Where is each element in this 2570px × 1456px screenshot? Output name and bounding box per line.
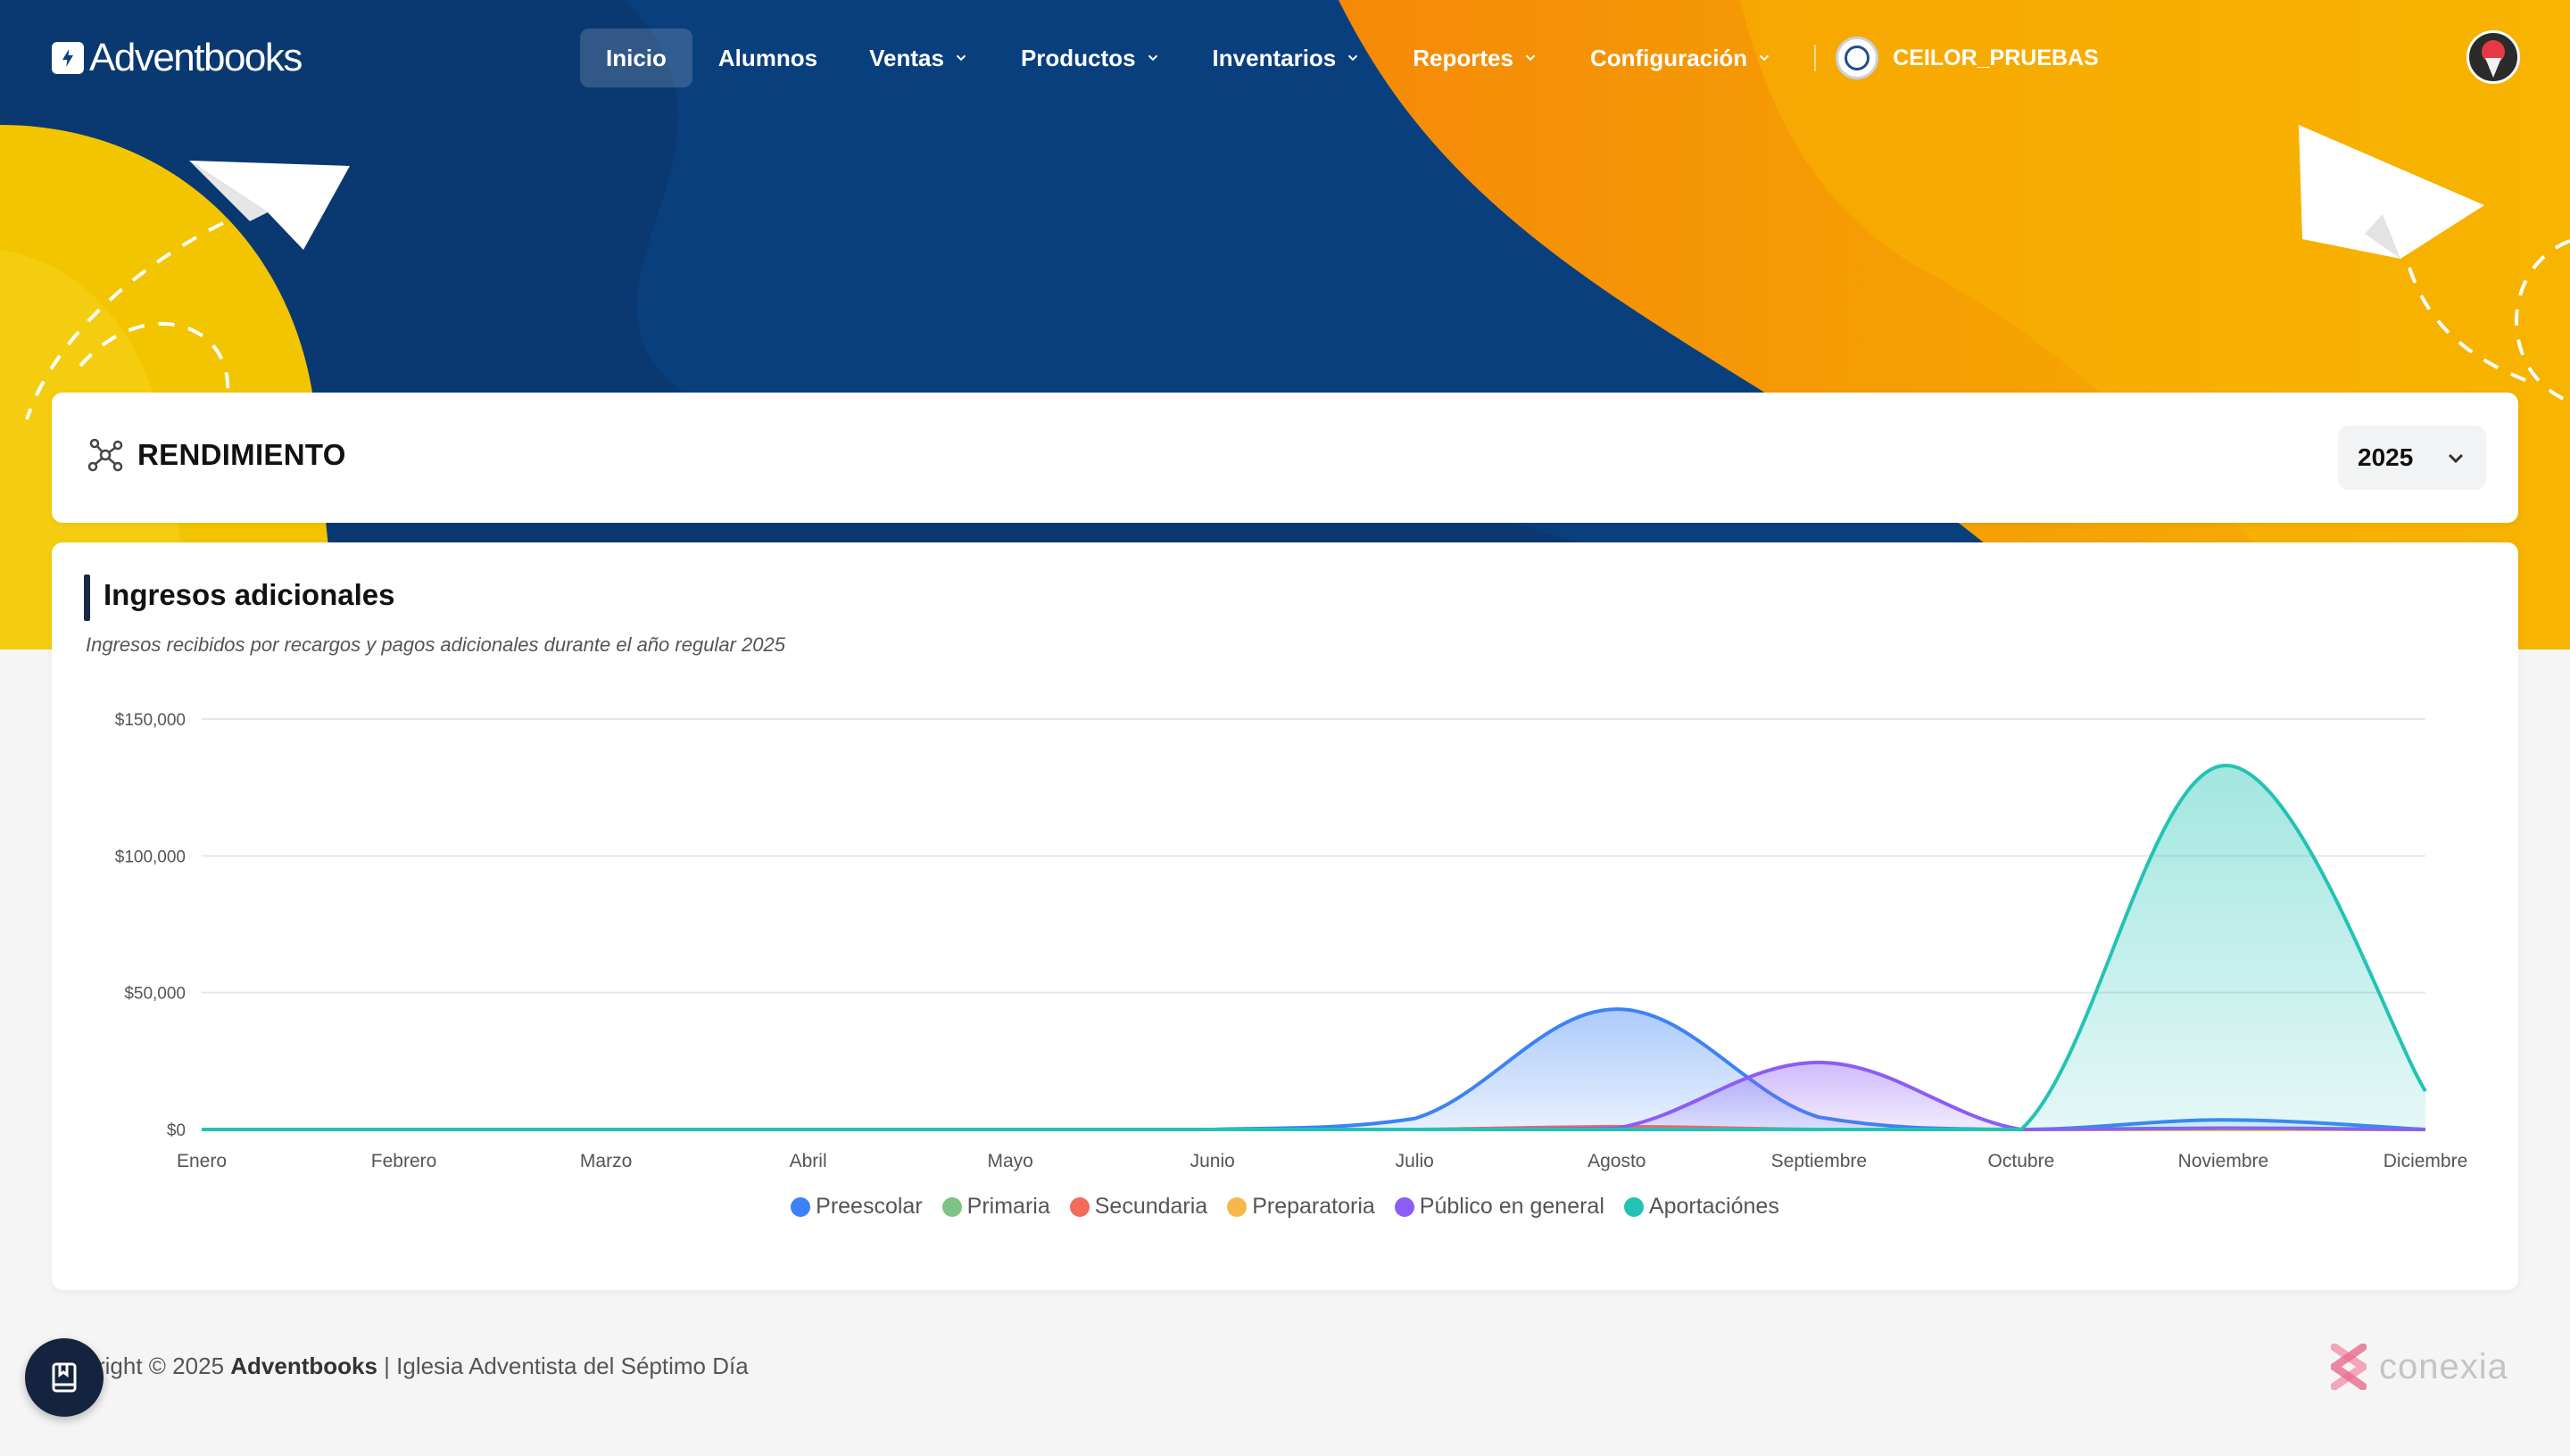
- x-tick-label: Noviembre: [2178, 1151, 2269, 1171]
- ingresos-chart-card: Ingresos adicionales Ingresos recibidos …: [52, 542, 2518, 1290]
- rendimiento-title: RENDIMIENTO: [137, 438, 346, 471]
- legend-item[interactable]: Primaria: [941, 1194, 1050, 1220]
- footer-suffix: | Iglesia Adventista del Séptimo Día: [377, 1353, 749, 1379]
- legend-swatch: [941, 1196, 962, 1217]
- nav-inicio[interactable]: Inicio: [580, 29, 692, 87]
- logo-icon: [52, 42, 84, 74]
- series-area-5: [202, 765, 2425, 1129]
- legend-item[interactable]: Preparatoria: [1227, 1194, 1375, 1220]
- book-fab-button[interactable]: [25, 1338, 104, 1417]
- x-tick-label: Octubre: [1988, 1151, 2055, 1171]
- app-logo[interactable]: Adventbooks: [52, 36, 303, 80]
- x-tick-label: Febrero: [371, 1151, 437, 1171]
- user-avatar[interactable]: [2466, 30, 2520, 84]
- org-seal-icon: [1836, 37, 1879, 79]
- area-chart: $0 $50,000 $100,000 $150,000 Enero Febrero Mar…: [115, 711, 2468, 1171]
- title-accent-bar: [84, 575, 90, 621]
- legend-label: Primaria: [966, 1194, 1050, 1219]
- footer-brand: Adventbooks: [230, 1353, 377, 1379]
- legend-item[interactable]: Secundaria: [1069, 1194, 1208, 1220]
- nav-ventas[interactable]: Ventas: [843, 29, 995, 87]
- nav-inventarios[interactable]: Inventarios: [1187, 29, 1388, 87]
- logo-text: Adventbooks: [89, 36, 303, 79]
- conexia-logo: conexia: [2331, 1344, 2508, 1390]
- nav-reportes-label: Reportes: [1413, 44, 1513, 71]
- paper-plane-right-icon: [2299, 125, 2484, 259]
- nav-inicio-label: Inicio: [606, 44, 667, 71]
- y-tick-label: $0: [167, 1121, 186, 1140]
- x-tick-label: Mayo: [988, 1151, 1033, 1171]
- legend-label: Aportaciónes: [1648, 1194, 1779, 1219]
- chevron-down-icon: [1148, 54, 1157, 62]
- legend-item[interactable]: Preescolar: [791, 1194, 923, 1220]
- org-name: CEILOR_PRUEBAS: [1893, 45, 2099, 70]
- legend-swatch: [1069, 1196, 1090, 1217]
- y-tick-label: $100,000: [115, 848, 186, 866]
- network-icon: [87, 438, 123, 472]
- x-tick-label: Septiembre: [1771, 1151, 1867, 1171]
- rendimiento-header: RENDIMIENTO: [87, 437, 346, 473]
- legend-label: Secundaria: [1094, 1194, 1208, 1219]
- chevron-down-icon: [1348, 54, 1358, 62]
- chart-subtitle: Ingresos recibidos por recargos y pagos …: [86, 633, 785, 656]
- conexia-text: conexia: [2379, 1346, 2508, 1386]
- legend-swatch: [1227, 1196, 1248, 1217]
- nav-configuracion-label: Configuración: [1589, 44, 1748, 71]
- book-icon: [52, 1362, 77, 1393]
- legend-item[interactable]: Público en general: [1394, 1194, 1604, 1220]
- x-tick-label: Agosto: [1588, 1151, 1646, 1171]
- chevron-down-icon: [956, 54, 966, 62]
- menu-divider: [1814, 45, 1817, 71]
- legend-label: Preparatoria: [1252, 1194, 1375, 1219]
- x-tick-label: Marzo: [580, 1151, 632, 1171]
- x-tick-label: Diciembre: [2383, 1151, 2468, 1171]
- nav-reportes[interactable]: Reportes: [1387, 29, 1564, 87]
- chart-legend: Preescolar Primaria Secundaria Preparatoria…: [52, 1194, 2518, 1220]
- nav-ventas-label: Ventas: [869, 44, 944, 71]
- chevron-down-icon: [1759, 54, 1770, 62]
- nav-alumnos[interactable]: Alumnos: [692, 29, 843, 87]
- x-tick-label: Junio: [1190, 1151, 1235, 1171]
- legend-item[interactable]: Aportaciónes: [1623, 1194, 1779, 1220]
- footer-copyright-prefix: yright © 2025: [86, 1353, 231, 1379]
- org-selector[interactable]: CEILOR_PRUEBAS: [1836, 37, 2099, 79]
- chevron-down-icon: [2448, 453, 2464, 464]
- main-menu: Inicio Alumnos Ventas Productos Inventar…: [580, 29, 2099, 87]
- chart-title: Ingresos adicionales: [104, 578, 395, 611]
- year-select-value: 2025: [2358, 443, 2414, 471]
- y-tick-label: $50,000: [124, 985, 186, 1004]
- nav-configuracion[interactable]: Configuración: [1564, 29, 1798, 87]
- series-area-4: [202, 1062, 2425, 1129]
- paper-plane-left-icon: [189, 161, 350, 250]
- nav-productos-label: Productos: [1020, 44, 1136, 71]
- top-navbar: Adventbooks Inicio Alumnos Ventas Produc…: [0, 0, 2570, 116]
- series-line-5: [202, 764, 2427, 1131]
- year-select[interactable]: 2025: [2338, 426, 2486, 490]
- nav-productos[interactable]: Productos: [995, 29, 1187, 87]
- chevron-down-icon: [1525, 54, 1536, 62]
- legend-swatch: [1623, 1196, 1644, 1217]
- nav-alumnos-label: Alumnos: [717, 44, 818, 71]
- legend-label: Preescolar: [816, 1194, 923, 1219]
- legend-swatch: [1394, 1196, 1414, 1217]
- x-tick-label: Abril: [790, 1151, 827, 1171]
- nav-inventarios-label: Inventarios: [1212, 44, 1337, 71]
- legend-label: Público en general: [1419, 1194, 1604, 1219]
- x-tick-label: Enero: [177, 1151, 227, 1171]
- y-tick-label: $150,000: [115, 711, 186, 730]
- footer-copyright: yright © 2025 Adventbooks | Iglesia Adve…: [86, 1353, 889, 1380]
- conexia-logo-icon: [2331, 1344, 2367, 1390]
- x-tick-label: Julio: [1396, 1151, 1434, 1171]
- legend-swatch: [791, 1196, 811, 1217]
- rendimiento-card: RENDIMIENTO 2025: [52, 393, 2518, 523]
